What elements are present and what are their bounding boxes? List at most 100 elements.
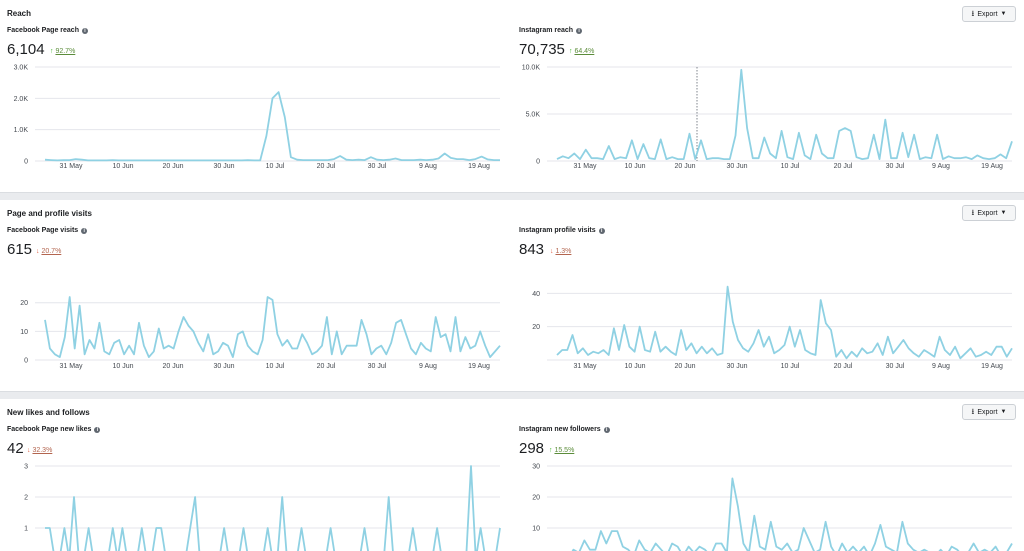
info-icon[interactable]: i	[81, 27, 88, 34]
metric-label: Instagram new followers i	[519, 426, 610, 433]
series-line	[556, 285, 1013, 360]
y-tick-label: 1.0K	[14, 127, 29, 134]
info-icon[interactable]: i	[576, 27, 583, 34]
x-tick-label: 30 Jun	[213, 363, 234, 370]
metric-label: Facebook Page reach i	[7, 27, 88, 34]
export-button[interactable]: ⭳ Export ▼	[962, 404, 1016, 420]
y-tick-label: 10.0K	[522, 65, 541, 72]
download-icon: ⭳	[971, 407, 975, 416]
metric-label: Facebook Page visits i	[7, 227, 88, 234]
chevron-down-icon: ▼	[1000, 210, 1007, 216]
metric-label: Instagram reach i	[519, 27, 583, 34]
x-tick-label: 10 Jun	[112, 163, 133, 170]
x-tick-label: 31 May	[574, 163, 597, 170]
y-tick-label: 20	[20, 300, 28, 307]
info-icon[interactable]: i	[603, 426, 610, 433]
x-tick-label: 19 Aug	[981, 163, 1003, 170]
arrow-down-icon: ↓	[36, 248, 40, 255]
export-button[interactable]: ⭳ Export ▼	[962, 6, 1016, 22]
y-tick-label: 0	[536, 159, 540, 166]
y-tick-label: 20	[532, 495, 540, 502]
x-tick-label: 10 Jul	[781, 163, 800, 170]
x-tick-label: 30 Jun	[726, 363, 747, 370]
metric-delta: ↑ 92.7%	[50, 48, 76, 55]
info-icon[interactable]: i	[94, 426, 101, 433]
x-tick-label: 30 Jun	[726, 163, 747, 170]
series-line	[44, 91, 500, 162]
series-line	[556, 68, 1013, 160]
y-tick-label: 3	[24, 464, 28, 471]
x-tick-label: 19 Aug	[981, 363, 1003, 370]
series-line	[44, 296, 501, 358]
metric-delta: ↓ 32.3%	[27, 447, 53, 454]
chevron-down-icon: ▼	[1000, 11, 1007, 17]
section-title: Page and profile visits	[7, 209, 92, 218]
instagram-reach-chart[interactable]: 0 5.0K 10.0K 31 May 10 Jun 20 Jun 30 Jun 10 Jul…	[512, 60, 1024, 178]
metric-value: 298	[519, 440, 545, 457]
y-tick-label: 3.0K	[14, 65, 29, 72]
series-line	[571, 477, 1013, 551]
export-label: Export	[977, 10, 998, 18]
metric-label: Instagram profile visits i	[519, 227, 605, 234]
metric-delta: ↑ 15.5%	[549, 447, 575, 454]
info-icon[interactable]: i	[598, 227, 605, 234]
series-line	[45, 465, 501, 551]
x-tick-label: 30 Jul	[368, 363, 387, 370]
x-tick-label: 31 May	[60, 163, 83, 170]
y-tick-label: 20	[532, 324, 540, 331]
y-tick-label: 30	[532, 464, 540, 471]
metric-value: 42	[7, 440, 24, 457]
y-tick-label: 5.0K	[526, 112, 541, 119]
metric-value: 843	[519, 241, 545, 258]
x-tick-label: 20 Jun	[162, 163, 183, 170]
x-tick-label: 30 Jul	[886, 163, 905, 170]
y-tick-label: 1	[24, 526, 28, 533]
y-tick-label: 2.0K	[14, 96, 29, 103]
instagram-visits-chart[interactable]: 20 40 31 May 10 Jun 20 Jun 30 Jun 10 Jul 20 Jul…	[512, 260, 1024, 378]
x-tick-label: 10 Jun	[112, 363, 133, 370]
section-likes: New likes and follows ⭳ Export ▼ Faceboo…	[0, 399, 1024, 551]
x-tick-label: 9 Aug	[932, 163, 950, 170]
metric-delta: ↑ 64.4%	[569, 48, 595, 55]
metric-label: Facebook Page new likes i	[7, 426, 101, 433]
facebook-likes-chart[interactable]: 1 2 3	[0, 459, 512, 551]
x-tick-label: 20 Jul	[834, 363, 853, 370]
metric-delta: ↓ 1.3%	[550, 248, 572, 255]
y-tick-label: 0	[24, 159, 28, 166]
export-label: Export	[977, 209, 998, 217]
facebook-reach-chart[interactable]: 0 1.0K 2.0K 3.0K 31 May 10 Jun 20 Jun 30 Jun 10 …	[0, 60, 512, 178]
section-title: Reach	[7, 9, 32, 18]
x-tick-label: 30 Jul	[368, 163, 387, 170]
x-tick-label: 10 Jun	[624, 363, 645, 370]
metric-value: 615	[7, 241, 33, 258]
y-tick-label: 10	[20, 329, 28, 336]
x-tick-label: 20 Jun	[674, 363, 695, 370]
x-tick-label: 9 Aug	[419, 363, 437, 370]
x-tick-label: 19 Aug	[468, 163, 490, 170]
x-tick-label: 9 Aug	[932, 363, 950, 370]
x-tick-label: 20 Jul	[317, 363, 336, 370]
instagram-followers-chart[interactable]: 10 20 30	[512, 459, 1024, 551]
x-tick-label: 10 Jul	[266, 163, 285, 170]
y-tick-label: 10	[532, 526, 540, 533]
x-tick-label: 30 Jul	[886, 363, 905, 370]
x-tick-label: 10 Jul	[266, 363, 285, 370]
export-label: Export	[977, 408, 998, 416]
download-icon: ⭳	[971, 208, 975, 217]
arrow-up-icon: ↑	[569, 48, 573, 55]
info-icon[interactable]: i	[81, 227, 88, 234]
x-tick-label: 31 May	[60, 363, 83, 370]
x-tick-label: 20 Jun	[162, 363, 183, 370]
export-button[interactable]: ⭳ Export ▼	[962, 205, 1016, 221]
download-icon: ⭳	[971, 9, 975, 18]
x-tick-label: 10 Jun	[624, 163, 645, 170]
arrow-down-icon: ↓	[550, 248, 554, 255]
arrow-down-icon: ↓	[27, 447, 31, 454]
x-tick-label: 30 Jun	[213, 163, 234, 170]
y-tick-label: 40	[532, 291, 540, 298]
metric-value: 6,104	[7, 41, 45, 58]
x-tick-label: 19 Aug	[468, 363, 490, 370]
arrow-up-icon: ↑	[50, 48, 54, 55]
facebook-visits-chart[interactable]: 0 10 20 31 May 10 Jun 20 Jun 30 Jun 10 Jul 20 Ju…	[0, 260, 512, 378]
x-tick-label: 31 May	[574, 363, 597, 370]
